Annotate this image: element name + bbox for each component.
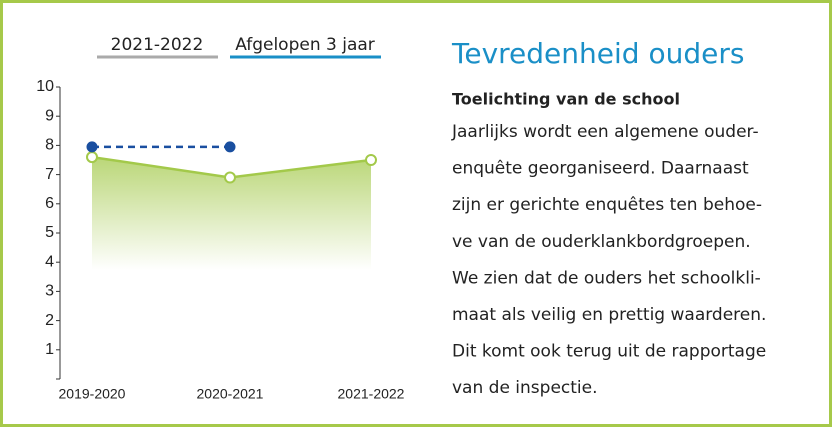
- body-line: Dit komt ook terug uit de rapportage: [452, 342, 766, 362]
- y-tick-label: 4: [45, 253, 54, 270]
- body-line: van de inspectie.: [452, 378, 598, 398]
- y-tick-label: 3: [45, 283, 54, 300]
- body-line: We zien dat de ouders het schoolkli-: [452, 268, 761, 288]
- x-tick-label: 2020-2021: [197, 386, 264, 402]
- panel-subtitle: Toelichting van de school: [452, 90, 680, 109]
- point: [86, 151, 98, 164]
- point: [86, 141, 98, 153]
- body-line: zijn er gerichte enquêtes ten behoe-: [452, 195, 762, 215]
- body-line: ve van de ouderklankbordgroepen.: [452, 232, 751, 252]
- x-tick-label: 2021-2022: [338, 386, 405, 402]
- y-tick-label: 9: [45, 107, 54, 124]
- point: [224, 171, 236, 184]
- tab[interactable]: Afgelopen 3 jaar: [235, 35, 375, 55]
- x-tick-label: 2019-2020: [59, 386, 126, 402]
- body-line: maat als veilig en prettig waarderen.: [452, 305, 766, 325]
- tab[interactable]: 2021-2022: [111, 35, 204, 55]
- body-line: Jaarlijks wordt een algemene ouder-: [451, 122, 759, 142]
- y-tick-label: 7: [45, 166, 54, 183]
- body-line: enquête georganiseerd. Daarnaast: [452, 159, 749, 179]
- y-tick-label: 2: [45, 312, 54, 329]
- point: [365, 154, 377, 166]
- y-tick-label: 10: [36, 78, 54, 95]
- y-tick-label: 1: [45, 341, 54, 358]
- y-tick-label: 8: [45, 137, 54, 154]
- area: [92, 157, 371, 270]
- panel-title: Tevredenheid ouders: [451, 37, 744, 70]
- y-tick-label: 5: [45, 224, 54, 241]
- point: [224, 141, 236, 153]
- y-tick-label: 6: [45, 195, 54, 212]
